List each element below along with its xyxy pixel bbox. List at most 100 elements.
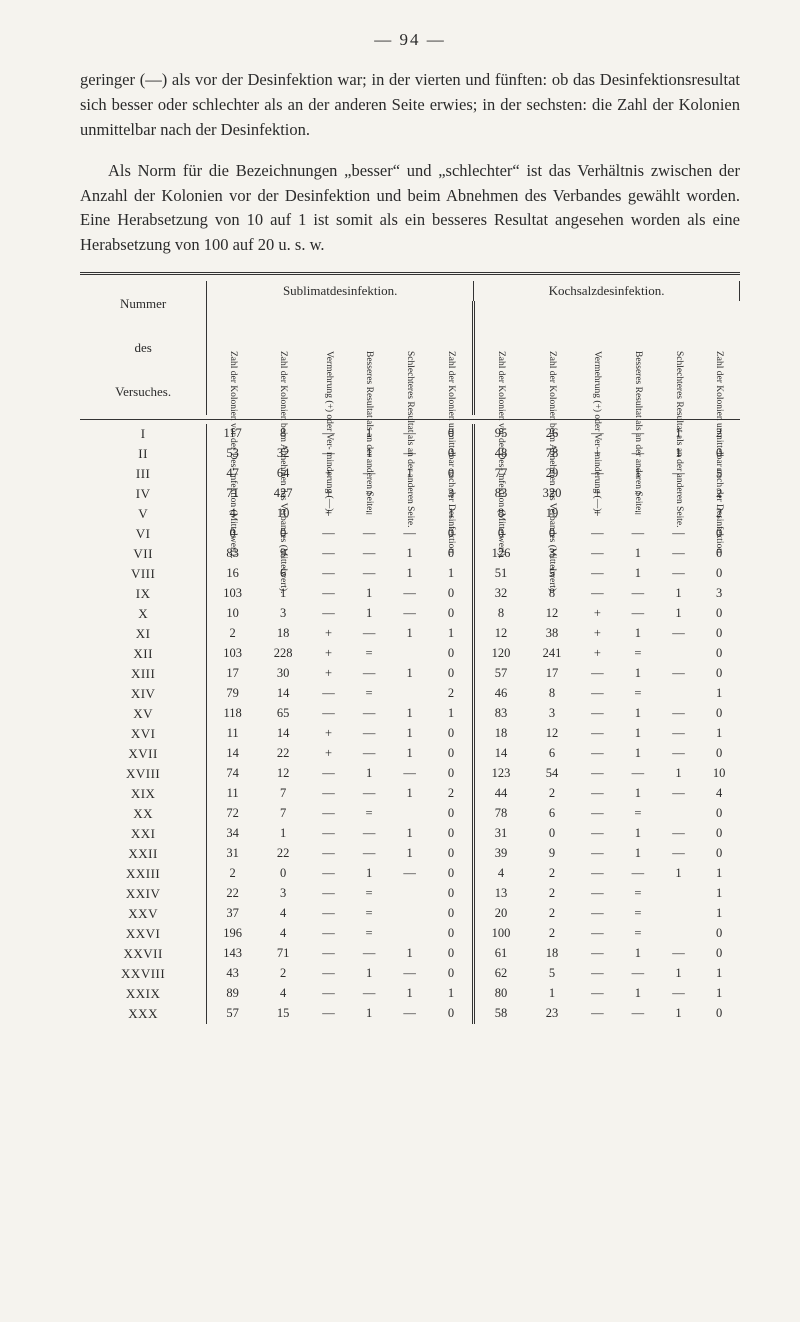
table-cell: 0	[430, 724, 474, 744]
table-cell: —	[577, 724, 618, 744]
table-cell: —	[349, 744, 390, 764]
table-cell: 0	[430, 644, 474, 664]
table-cell: —	[308, 884, 349, 904]
table-cell: —	[308, 784, 349, 804]
table-cell: 1	[618, 724, 659, 744]
table-cell: 6	[527, 744, 577, 764]
table-cell: 57	[207, 1004, 258, 1024]
table-cell: —	[308, 564, 349, 584]
table-cell: 0	[430, 664, 474, 684]
table-cell: 34	[207, 824, 258, 844]
table-cell: 1	[658, 864, 699, 884]
table-cell	[389, 684, 430, 704]
table-cell: 0	[699, 704, 740, 724]
table-cell: 1	[389, 724, 430, 744]
table-cell: 1	[658, 1004, 699, 1024]
table-cell: —	[349, 564, 390, 584]
table-cell: —	[577, 564, 618, 584]
table-cell: —	[389, 604, 430, 624]
col-head-6: Zahl der Kolonien unmittelbar nach der D…	[430, 301, 474, 415]
table-cell: —	[658, 744, 699, 764]
table-cell: 0	[699, 744, 740, 764]
table-row: XXVII14371——106118—1—0	[80, 944, 740, 964]
table-cell: 11	[207, 784, 258, 804]
table-cell: 18	[474, 724, 527, 744]
table-cell: =	[349, 644, 390, 664]
table-cell: 72	[207, 804, 258, 824]
table-cell: 61	[474, 944, 527, 964]
table-cell: 0	[699, 644, 740, 664]
col-head-12: Zahl der Kolonien unmittelbar nach der D…	[699, 301, 740, 415]
table-cell: 2	[527, 904, 577, 924]
table-cell: —	[308, 604, 349, 624]
table-row: XXVIII432—1—0625——11	[80, 964, 740, 984]
table-cell: 1	[618, 844, 659, 864]
table-cell: 8	[527, 684, 577, 704]
table-cell: —	[577, 664, 618, 684]
table-cell: 0	[430, 904, 474, 924]
table-cell: —	[577, 704, 618, 724]
table-cell: 0	[430, 764, 474, 784]
col-head-10: Besseres Resultat als an der anderen Sei…	[618, 301, 659, 415]
table-cell: —	[658, 624, 699, 644]
table-cell: 51	[474, 564, 527, 584]
table-cell: —	[308, 524, 349, 544]
table-row: XXIX894——11801—1—1	[80, 984, 740, 1004]
table-cell: 0	[699, 844, 740, 864]
table-cell: —	[658, 824, 699, 844]
table-cell: 1	[618, 564, 659, 584]
table-cell: XXX	[80, 1004, 207, 1024]
table-row: XIII1730+—105717—1—0	[80, 664, 740, 684]
col-head-4: Besseres Resultat als an der anderen Sei…	[349, 301, 390, 415]
table-cell: 30	[258, 664, 308, 684]
table-cell: 120	[474, 644, 527, 664]
table-cell: 1	[349, 764, 390, 784]
table-cell: —	[349, 664, 390, 684]
col-head-7: Zahl der Kolonien vor der Des- infektion…	[474, 301, 527, 415]
table-cell: 0	[699, 604, 740, 624]
table-cell: 1	[389, 544, 430, 564]
table-cell: 9	[527, 844, 577, 864]
table-cell: 2	[430, 684, 474, 704]
table-cell: 46	[474, 684, 527, 704]
table-cell: +	[308, 664, 349, 684]
table-cell: 1	[658, 964, 699, 984]
table-cell: 4	[699, 784, 740, 804]
table-row: XX727—=0786—=0	[80, 804, 740, 824]
table-cell	[389, 904, 430, 924]
table-cell: +	[308, 744, 349, 764]
table-cell: XXIV	[80, 884, 207, 904]
table-cell: 1	[389, 784, 430, 804]
table-row: XVII1422+—10146—1—0	[80, 744, 740, 764]
table-cell: 89	[207, 984, 258, 1004]
table-cell: +	[577, 604, 618, 624]
table-cell: 1	[658, 584, 699, 604]
table-cell: —	[658, 944, 699, 964]
table-cell: —	[577, 804, 618, 824]
table-cell: V	[80, 504, 207, 524]
table-cell: 31	[474, 824, 527, 844]
table-cell: XVIII	[80, 764, 207, 784]
table-cell: III	[80, 464, 207, 484]
table-cell: +	[577, 644, 618, 664]
table-cell: 1	[349, 1004, 390, 1024]
table-row: XXV374—=0202—=1	[80, 904, 740, 924]
table-row: XII103228+=0120241+=0	[80, 644, 740, 664]
left-label-line3: Versuches.	[115, 384, 171, 399]
table-cell: 44	[474, 784, 527, 804]
table-cell: +	[308, 624, 349, 644]
table-cell: VIII	[80, 564, 207, 584]
table-cell: 20	[474, 904, 527, 924]
table-cell: —	[618, 864, 659, 884]
table-cell: —	[308, 964, 349, 984]
table-cell: 1	[389, 844, 430, 864]
table-cell: 0	[430, 824, 474, 844]
table-cell: —	[658, 844, 699, 864]
table-cell: —	[658, 724, 699, 744]
table-cell: —	[577, 844, 618, 864]
table-cell: 196	[207, 924, 258, 944]
table-cell: 1	[389, 564, 430, 584]
table-cell: 80	[474, 984, 527, 1004]
table-cell: 0	[430, 864, 474, 884]
table-cell	[389, 804, 430, 824]
